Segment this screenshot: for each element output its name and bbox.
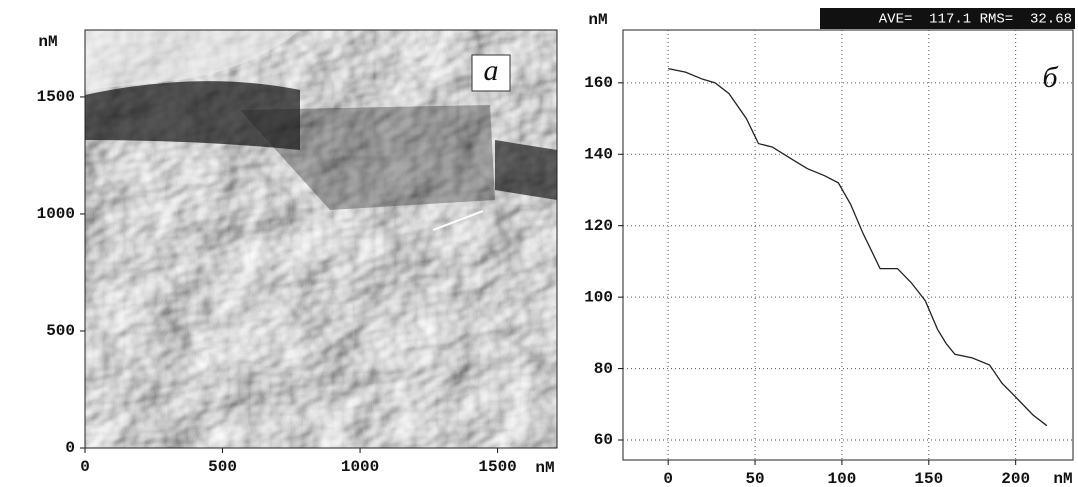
x-tick-label: 0 — [80, 458, 90, 476]
x-tick-label: 200 — [1001, 470, 1030, 487]
panel-label: б — [1042, 61, 1058, 94]
plot-frame — [622, 29, 1074, 461]
y-tick-label: 1000 — [37, 205, 75, 223]
shadow-region — [85, 81, 300, 150]
plot-frame — [84, 29, 558, 449]
x-unit-label: nM — [1053, 470, 1072, 487]
profile-line — [432, 210, 484, 231]
y-tick-label: 500 — [46, 322, 75, 340]
profile-line — [668, 67, 1048, 427]
stats-text: AVE= 117.1 RMS= 32.68 — [879, 12, 1072, 28]
y-tick-label: 120 — [584, 217, 613, 235]
panel-label-box — [471, 54, 511, 92]
x-tick-label: 1500 — [478, 458, 516, 476]
shadow-region — [495, 140, 557, 200]
shadow-region — [240, 105, 495, 210]
x-tick-label: 1000 — [341, 458, 379, 476]
y-tick-label: 80 — [594, 360, 613, 378]
x-tick-label: 0 — [663, 470, 673, 487]
y-tick-label: 0 — [65, 439, 75, 457]
y-tick-label: 60 — [594, 431, 613, 449]
afm-image — [85, 30, 557, 448]
x-tick-label: 100 — [828, 470, 857, 487]
x-unit-label: nM — [535, 459, 554, 477]
panel-label: a — [484, 54, 499, 87]
y-unit-label: nM — [38, 33, 57, 51]
x-tick-label: 500 — [208, 458, 237, 476]
bright-region — [85, 30, 300, 90]
stats-box — [820, 8, 1075, 29]
x-tick-label: 150 — [914, 470, 943, 487]
y-tick-label: 100 — [584, 288, 613, 306]
x-tick-label: 50 — [745, 470, 764, 487]
y-tick-label: 1500 — [37, 88, 75, 106]
y-tick-label: 160 — [584, 74, 613, 92]
y-unit-label: nM — [588, 11, 607, 29]
y-tick-label: 140 — [584, 146, 613, 164]
